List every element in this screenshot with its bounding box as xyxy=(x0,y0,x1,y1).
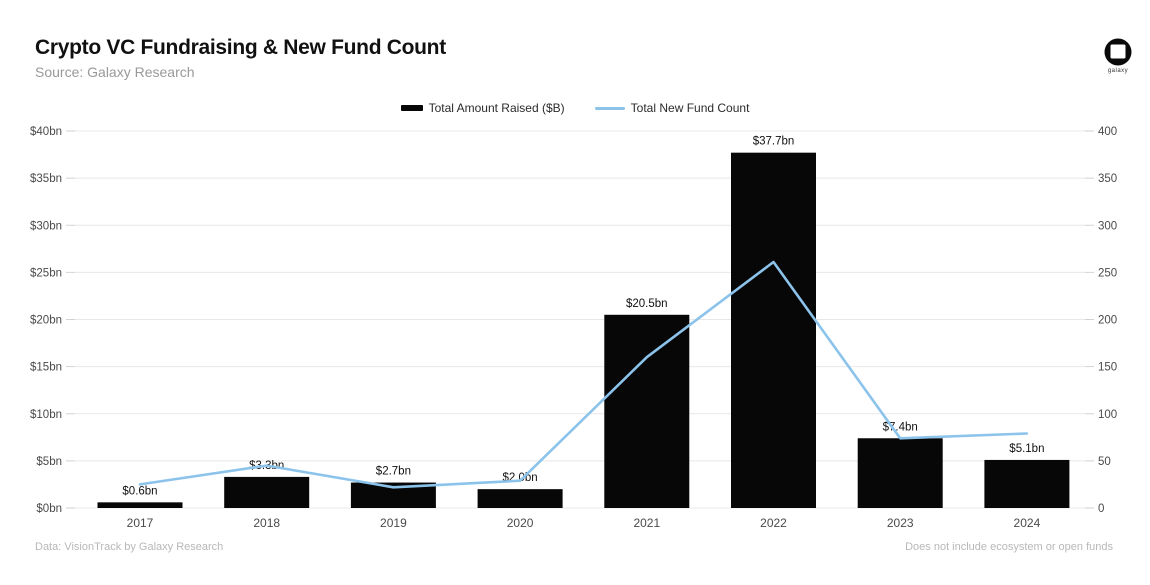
galaxy-logo-icon xyxy=(1104,38,1132,66)
bar-2020 xyxy=(477,489,563,508)
legend-label-fund-count: Total New Fund Count xyxy=(630,101,750,115)
y-axis-label-right: 300 xyxy=(1098,220,1117,232)
galaxy-logo: galaxy xyxy=(1099,37,1137,74)
bar-label-2021: $20.5bn xyxy=(626,298,668,310)
bar-2021 xyxy=(604,314,690,508)
y-axis-label-left: $20bn xyxy=(30,315,62,327)
bar-2018 xyxy=(224,476,310,508)
y-axis-label-right: 50 xyxy=(1098,456,1111,468)
x-axis-label-2022: 2022 xyxy=(760,516,787,530)
y-axis-label-left: $0bn xyxy=(36,503,62,515)
bar-2024 xyxy=(984,459,1070,508)
y-axis-label-left: $30bn xyxy=(30,220,62,232)
y-axis-label-right: 250 xyxy=(1098,267,1117,279)
y-axis-label-right: 100 xyxy=(1098,409,1117,421)
x-axis-label-2024: 2024 xyxy=(1014,516,1041,530)
fund-count-line xyxy=(138,260,1029,489)
bar-label-2022: $37.7bn xyxy=(753,136,795,148)
bar-label-2019: $2.7bn xyxy=(376,466,411,478)
bar-2023 xyxy=(857,438,943,508)
bar-label-2017: $0.6bn xyxy=(122,485,157,497)
y-axis-label-right: 200 xyxy=(1098,315,1117,327)
chart-subtitle: Source: Galaxy Research xyxy=(35,64,195,80)
chart-title: Crypto VC Fundraising & New Fund Count xyxy=(35,36,446,59)
y-axis-label-left: $35bn xyxy=(30,173,62,185)
bar-swatch-icon xyxy=(400,105,423,111)
galaxy-logo-text: galaxy xyxy=(1107,68,1129,74)
x-axis-label-2019: 2019 xyxy=(380,516,407,530)
legend-item-fund-count: Total New Fund Count xyxy=(594,101,750,115)
y-axis-label-left: $10bn xyxy=(30,409,62,421)
bar-label-2024: $5.1bn xyxy=(1009,443,1044,455)
y-axis-label-right: 150 xyxy=(1098,362,1117,374)
y-axis-label-left: $40bn xyxy=(30,126,62,138)
footer-data-source: Data: VisionTrack by Galaxy Research xyxy=(35,541,224,553)
x-axis-label-2023: 2023 xyxy=(887,516,914,530)
x-axis-label-2020: 2020 xyxy=(507,516,534,530)
x-axis-label-2021: 2021 xyxy=(633,516,660,530)
legend: Total Amount Raised ($B) Total New Fund … xyxy=(0,99,1150,117)
y-axis-label-left: $25bn xyxy=(30,267,62,279)
x-axis-label-2017: 2017 xyxy=(127,516,154,530)
legend-item-amount-raised: Total Amount Raised ($B) xyxy=(400,101,565,115)
bar-2022 xyxy=(731,152,816,509)
x-axis-label-2018: 2018 xyxy=(253,516,280,530)
line-swatch-icon xyxy=(594,106,625,110)
footer-disclaimer: Does not include ecosystem or open funds xyxy=(905,541,1113,553)
y-axis-label-right: 350 xyxy=(1098,173,1117,185)
bar-2017 xyxy=(97,502,183,508)
y-axis-label-right: 400 xyxy=(1098,126,1117,138)
y-axis-label-left: $15bn xyxy=(30,362,62,374)
y-axis-label-left: $5bn xyxy=(36,456,62,468)
y-axis-label-right: 0 xyxy=(1098,503,1104,515)
legend-label-amount-raised: Total Amount Raised ($B) xyxy=(428,101,565,115)
